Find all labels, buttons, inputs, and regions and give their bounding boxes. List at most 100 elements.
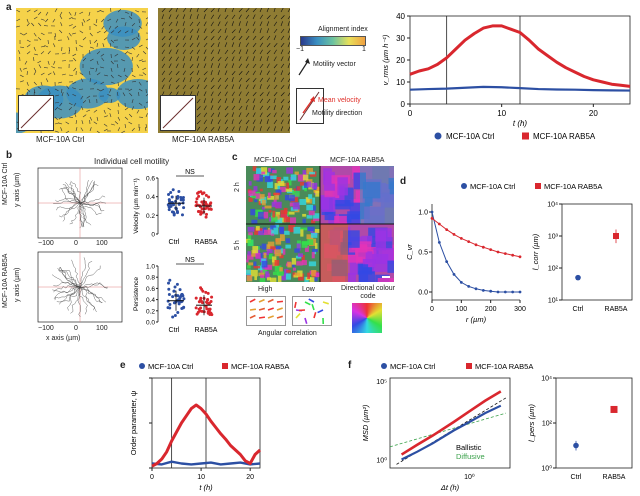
direction-patch <box>260 171 266 175</box>
motility-arrow <box>238 35 243 41</box>
direction-patch <box>311 205 317 211</box>
lcorr-x-rab5a: RAB5A <box>605 306 628 313</box>
alignment-map-rab5a <box>158 8 290 133</box>
motility-arrow <box>280 21 283 27</box>
motility-arrow <box>96 51 101 55</box>
scale-bar <box>382 276 390 278</box>
direction-patch <box>290 174 297 181</box>
direction-patch <box>274 249 282 257</box>
direction-patch <box>286 182 290 189</box>
motility-arrow <box>245 63 249 69</box>
cell-track <box>63 187 81 204</box>
motility-arrow <box>182 35 186 41</box>
corr-point <box>437 241 441 244</box>
motility-arrow <box>280 77 285 83</box>
direction-patch <box>301 254 305 263</box>
motility-arrow <box>273 126 276 132</box>
motility-arrow <box>51 66 56 69</box>
motility-arrow <box>114 25 119 29</box>
motility-arrow <box>252 112 256 118</box>
motility-arrow <box>252 84 256 90</box>
direction-patch <box>275 217 283 224</box>
direction-patch <box>283 216 290 223</box>
motility-arrow <box>196 70 200 76</box>
cell-track <box>52 286 81 293</box>
dotplot-point <box>177 189 181 193</box>
motility-arrow <box>189 28 194 34</box>
dotplot-point <box>169 204 173 208</box>
motility-arrow <box>145 123 147 128</box>
dotplot-point <box>168 278 172 282</box>
example-arrow <box>308 298 315 303</box>
motility-arrow <box>245 70 250 76</box>
direction-patch <box>271 230 275 234</box>
direction-patch <box>260 267 265 272</box>
motility-arrow <box>287 72 290 76</box>
motility-arrow <box>259 8 263 13</box>
example-arrow <box>267 307 274 311</box>
direction-patch <box>311 219 316 224</box>
motility-arrow <box>224 28 227 34</box>
example-arrow <box>311 304 315 311</box>
lpers-point <box>573 442 579 449</box>
motility-arrow <box>266 42 271 48</box>
dotplot-x-rab5a: RAB5A <box>195 239 218 246</box>
cell-track <box>53 200 81 204</box>
motility-arrow <box>136 109 140 114</box>
motility-arrow <box>259 36 264 41</box>
legend-rab5a: MCF-10A RAB5A <box>231 362 289 371</box>
motility-arrow <box>138 127 141 132</box>
motility-arrow <box>196 42 200 48</box>
direction-patch <box>262 206 266 210</box>
motility-arrow <box>96 30 101 34</box>
motility-arrow <box>280 28 285 34</box>
motility-arrow <box>110 67 113 72</box>
motility-arrow <box>161 42 166 48</box>
direction-patch <box>307 238 314 246</box>
motility-arrow <box>203 56 207 62</box>
direction-patch <box>250 208 256 216</box>
alignment-colorbar <box>300 36 366 46</box>
direction-patch <box>362 259 376 268</box>
mean-velocity-icon <box>299 91 320 121</box>
motility-arrow <box>266 35 271 41</box>
direction-patch <box>306 215 313 219</box>
lpers-ylabel: l_pers (µm) <box>527 403 536 442</box>
x-tick-label: 20 <box>589 109 598 118</box>
motility-arrow <box>175 29 180 34</box>
motility-arrow <box>231 8 235 13</box>
dotplot-point <box>200 192 204 196</box>
direction-patch <box>301 260 307 266</box>
motility-arrow <box>124 74 129 78</box>
legend-ctrl: MCF-10A Ctrl <box>446 132 495 141</box>
dotplot-point <box>197 194 201 198</box>
motility-arrow <box>103 37 108 41</box>
motility-arrow <box>101 18 105 23</box>
motility-arrow <box>19 67 22 72</box>
motility-arrow <box>24 60 28 65</box>
motility-arrow <box>273 98 276 104</box>
x-tick-label: 0 <box>430 306 434 313</box>
direction-patch <box>280 248 284 254</box>
motility-arrow <box>93 121 98 125</box>
motility-arrow <box>245 28 250 34</box>
inset-box-rab5a <box>160 95 196 131</box>
c-header-ctrl: MCF-10A Ctrl <box>254 157 297 164</box>
direction-patch <box>269 246 276 251</box>
motility-arrow <box>79 72 84 76</box>
motility-arrow <box>61 52 66 55</box>
motility-arrow <box>203 84 208 90</box>
motility-arrow <box>131 74 136 78</box>
direction-patch <box>256 174 263 182</box>
motility-arrow <box>47 72 52 76</box>
direction-patch <box>304 245 309 252</box>
direction-patch <box>268 168 271 172</box>
motility-arrow <box>59 11 63 16</box>
cell-track <box>53 282 81 288</box>
motility-arrow <box>210 98 214 104</box>
motility-arrow <box>40 32 45 36</box>
motility-arrow <box>138 91 140 97</box>
motility-arrow <box>210 119 213 125</box>
example-arrow <box>267 315 274 319</box>
motility-arrow <box>54 94 59 97</box>
